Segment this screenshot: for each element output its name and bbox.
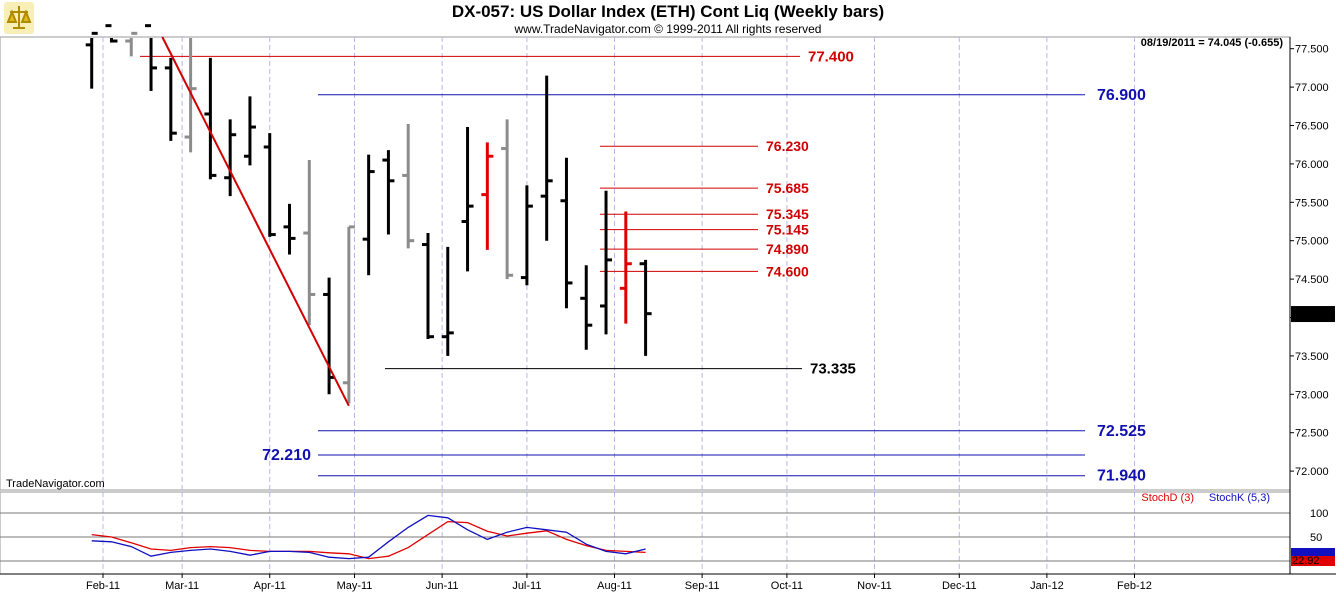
x-tick-label: Mar-11 — [165, 580, 199, 592]
trendline — [161, 36, 350, 407]
ohlc-bar — [224, 119, 237, 197]
level-label: 72.210 — [262, 447, 311, 464]
scales-logo-icon — [4, 2, 34, 34]
stoch-current-label: 22.92 — [1292, 555, 1320, 567]
y-tick-label: 76.500 — [1295, 121, 1329, 133]
level-label: 76.900 — [1097, 87, 1146, 104]
legend-stochk: StochK (5,3) — [1209, 492, 1270, 504]
price-pane: 77.500 77.000 76.500 76.000 75.500 75.000 74.5… — [0, 24, 1335, 491]
x-tick-label: May-11 — [337, 580, 373, 592]
level-label: 74.890 — [766, 241, 809, 257]
y-tick-label: 73.000 — [1295, 389, 1329, 401]
y-tick-label: 73.500 — [1295, 351, 1329, 363]
y-tick-label: 75.000 — [1295, 236, 1329, 248]
level-label: 75.345 — [766, 206, 809, 222]
y-tick-label: 72.000 — [1295, 466, 1329, 478]
ohlc-bar — [501, 119, 514, 280]
x-tick-label: Feb-12 — [1117, 580, 1152, 592]
y-tick-label: 77.000 — [1295, 82, 1329, 94]
level-label: 76.230 — [766, 138, 809, 154]
ohlc-bar — [481, 142, 494, 250]
ohlc-bar — [540, 75, 553, 241]
level-label: 75.685 — [766, 180, 809, 196]
x-tick-label: Jun-11 — [426, 580, 459, 592]
ohlc-bar — [520, 185, 533, 286]
ohlc-bar — [619, 211, 632, 324]
stoch-y-tick-label: 50 — [1310, 532, 1322, 544]
ohlc-bar — [303, 160, 316, 326]
chart-header: DX-057: US Dollar Index (ETH) Cont Liq (… — [4, 2, 884, 36]
x-tick-label: Oct-11 — [771, 580, 803, 592]
level-label: 73.335 — [810, 361, 856, 378]
current-price-label: 74.045 — [1294, 309, 1328, 321]
y-tick-label: 74.500 — [1295, 274, 1329, 286]
y-tick-label: 75.500 — [1295, 197, 1329, 209]
stoch-current-box-k — [1291, 548, 1335, 557]
ohlc-bar — [263, 133, 276, 237]
chart-title: DX-057: US Dollar Index (ETH) Cont Liq (… — [452, 2, 884, 21]
x-tick-label: Jan-12 — [1030, 580, 1064, 592]
stoch-y-tick-label: 100 — [1310, 508, 1328, 520]
level-label: 72.525 — [1097, 423, 1146, 440]
x-tick-label: Feb-11 — [86, 580, 120, 592]
stoch-series-line — [91, 520, 646, 560]
ohlc-bar — [164, 57, 177, 141]
ohlc-bar — [580, 265, 593, 350]
stoch-current-box-d — [1291, 556, 1335, 566]
x-tick-label: Apr-11 — [254, 580, 286, 592]
x-tick-label: Aug-11 — [597, 580, 632, 592]
ohlc-bar — [204, 57, 217, 180]
ohlc-bar — [560, 157, 573, 309]
ohlc-bar — [461, 127, 474, 272]
ohlc-bar — [382, 150, 395, 235]
ohlc-bar — [283, 203, 296, 255]
x-tick-label: Sep-11 — [685, 580, 720, 592]
level-label: 75.145 — [766, 222, 809, 238]
ohlc-bar — [421, 233, 434, 340]
copyright-notice: www.TradeNavigator.com © 1999-2011 All r… — [514, 22, 822, 36]
ohlc-bar — [145, 24, 158, 91]
stoch-series-line — [91, 514, 646, 560]
ohlc-bar — [243, 96, 256, 166]
ohlc-bar — [125, 31, 138, 57]
stochastic-pane: 100 50 22.92 — [0, 491, 1335, 575]
legend-stochd: StochD (3) — [1141, 492, 1194, 504]
y-tick-label: 76.000 — [1295, 159, 1329, 171]
ohlc-bar — [362, 154, 375, 276]
x-axis: Feb-11 Mar-11 Apr-11 May-11 Jun-11 Jul-11 Aug-… — [86, 574, 1152, 592]
y-tick-label: 77.500 — [1295, 44, 1329, 56]
ohlc-bar — [85, 31, 98, 89]
level-label: 74.600 — [766, 263, 809, 279]
x-tick-label: Nov-11 — [857, 580, 892, 592]
ohlc-bar — [639, 259, 652, 356]
x-tick-label: Dec-11 — [942, 580, 977, 592]
ohlc-bar — [184, 38, 197, 153]
ohlc-bar — [342, 225, 355, 404]
ohlc-bar — [105, 24, 118, 43]
watermark-label: TradeNavigator.com — [6, 478, 105, 490]
level-label: 77.400 — [808, 48, 854, 65]
last-quote-label: 08/19/2011 = 74.045 (-0.655) — [1141, 37, 1284, 49]
y-tick-label: 72.500 — [1295, 428, 1329, 440]
ohlc-bar — [600, 190, 613, 335]
current-price-box — [1291, 306, 1335, 323]
ohlc-bar — [441, 246, 454, 356]
level-label: 71.940 — [1097, 468, 1146, 485]
ohlc-bar — [402, 123, 415, 249]
x-tick-label: Jul-11 — [512, 580, 541, 592]
